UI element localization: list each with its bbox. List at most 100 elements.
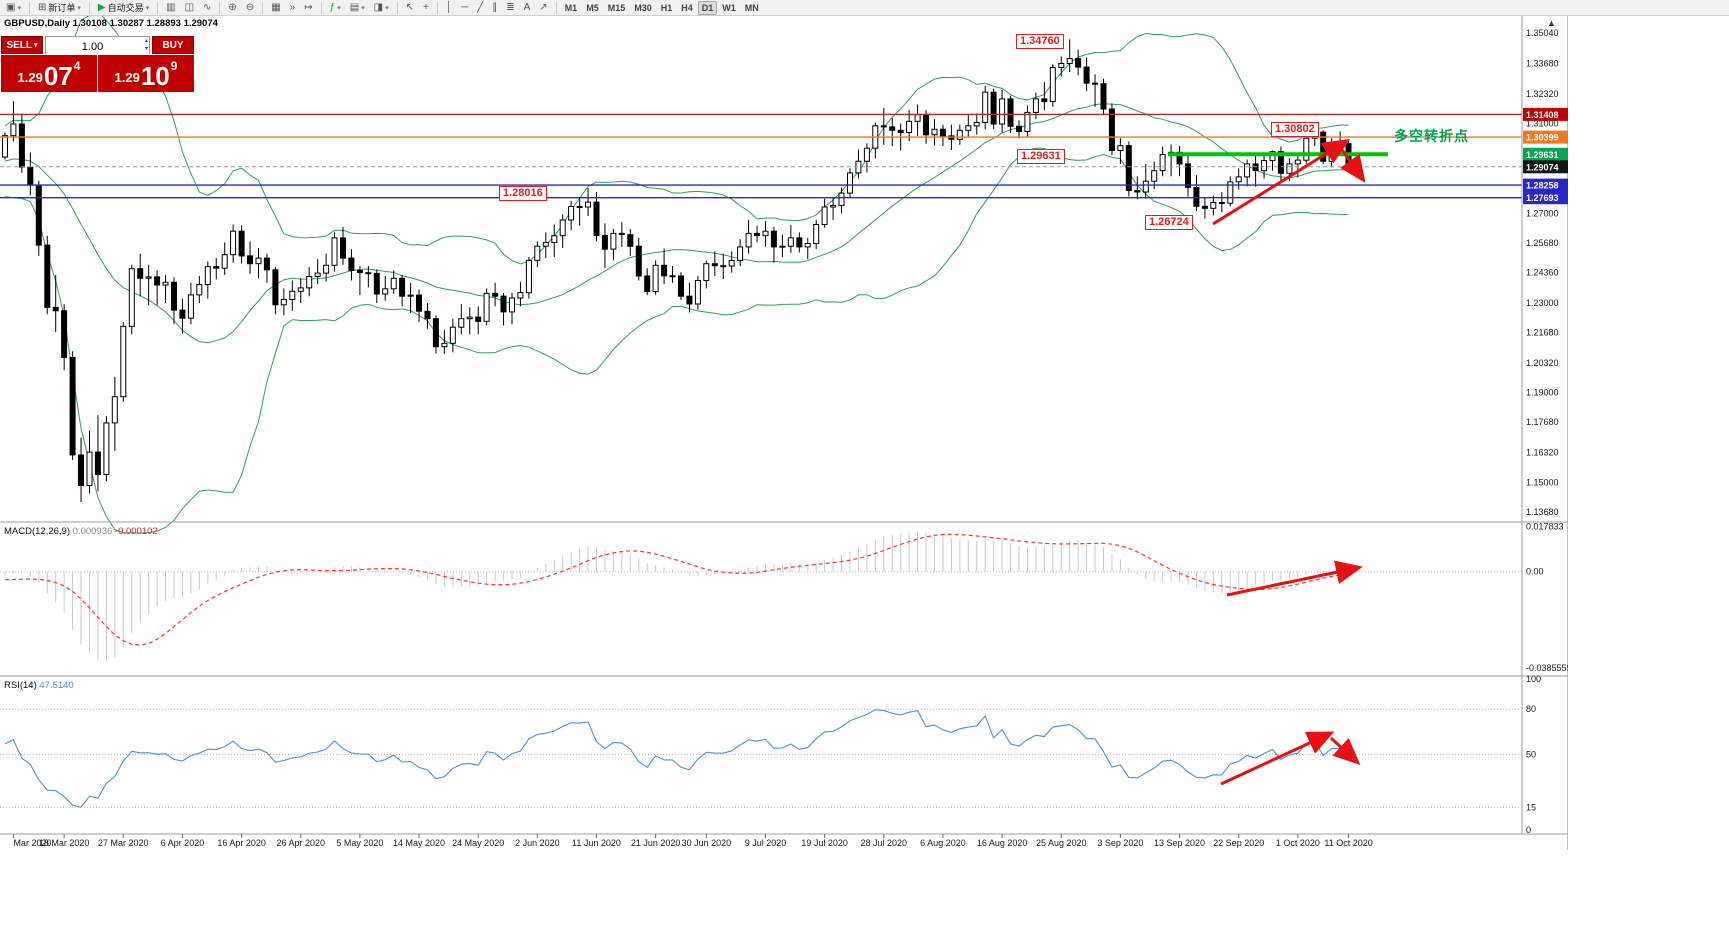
sell-price-button[interactable]: 1.29 07 4	[1, 55, 97, 92]
horizontal-line-button[interactable]: ─	[457, 1, 472, 15]
arrows-tool-button[interactable]: ↗	[535, 1, 551, 15]
tile-windows-icon: ▦	[271, 1, 281, 13]
macd-main-value: 0.000936	[72, 526, 113, 537]
svg-text:1.28258: 1.28258	[1526, 181, 1559, 191]
volume-input[interactable]	[46, 39, 149, 55]
horizontal-lines	[0, 113, 1522, 199]
indicators-icon: ƒ	[329, 1, 336, 13]
tf-h1-label: H1	[660, 2, 673, 13]
periods-icon: ▤	[349, 1, 360, 13]
svg-text:0.017833: 0.017833	[1526, 522, 1564, 532]
svg-text:0: 0	[1526, 825, 1531, 835]
vertical-line-button[interactable]: │	[442, 1, 456, 15]
svg-text:1.29074: 1.29074	[1526, 162, 1559, 172]
svg-text:15: 15	[1526, 802, 1536, 812]
tf-w1-button[interactable]: W1	[718, 1, 740, 15]
svg-text:1.24360: 1.24360	[1526, 268, 1559, 278]
auto-scroll-button[interactable]: »	[286, 1, 300, 15]
svg-text:100: 100	[1526, 674, 1541, 684]
rsi-value: 47.5140	[39, 680, 74, 691]
price-annotation: 1.28016	[499, 186, 547, 201]
buy-price-button[interactable]: 1.29 10 9	[98, 55, 194, 92]
toolbar-separator	[555, 1, 557, 14]
caret-down-icon: ▾	[361, 4, 365, 12]
svg-text:21 Jun 2020: 21 Jun 2020	[631, 838, 681, 848]
crosshair-button[interactable]: +	[419, 1, 433, 15]
svg-text:-0.0385559: -0.0385559	[1526, 663, 1568, 673]
line-chart-button[interactable]: ∿	[199, 1, 215, 15]
tf-h1-button[interactable]: H1	[657, 1, 677, 15]
chart-canvas[interactable]: 1.350401.336801.323201.310001.296401.282…	[0, 16, 1568, 850]
volume-up-icon[interactable]: ▴	[144, 38, 148, 44]
price-axis[interactable]: 1.350401.336801.323201.310001.296401.282…	[1523, 28, 1568, 835]
chart-window[interactable]: 1.350401.336801.323201.310001.296401.282…	[0, 16, 1568, 850]
chart-shift-icon: ↦	[304, 1, 313, 13]
price-annotation: 1.26724	[1145, 215, 1193, 230]
tf-m1-button[interactable]: M1	[561, 1, 582, 15]
bar-chart-button[interactable]: ▥	[162, 1, 179, 15]
tf-m30-button[interactable]: M30	[630, 1, 656, 15]
trendline-icon: ╱	[477, 1, 484, 13]
chart-shift-button[interactable]: ↦	[300, 1, 316, 15]
channel-button[interactable]: ∥	[488, 1, 501, 15]
svg-text:1.29631: 1.29631	[1526, 150, 1559, 160]
text-label-button[interactable]: A	[520, 1, 535, 15]
rsi-panel	[0, 708, 1522, 808]
toolbar: ▣ ▾ ⊞ 新订单 ▾ ▶ 自动交易 ▾ ▥ ◫ ∿ ⊕ ⊖ ▦» ↦ ƒ ▾ ▤ ▾ ◨ ▾ ↖ + │ ─ ╱ ∥ ≣ A ↗ M1 M5…	[0, 0, 1729, 16]
volume-down-icon[interactable]: ▾	[144, 46, 148, 52]
new-chart-button[interactable]: ▣ ▾	[2, 1, 25, 15]
svg-text:1.33680: 1.33680	[1526, 59, 1559, 69]
sell-button[interactable]: SELL ▾	[1, 36, 43, 54]
tile-windows-button[interactable]: ▦	[267, 1, 284, 15]
trend-arrows	[1212, 138, 1366, 786]
toolbar-separator	[157, 1, 159, 14]
cursor-button[interactable]: ↖	[402, 1, 418, 15]
price-annotation: 1.29631	[1017, 149, 1065, 164]
zoom-out-button[interactable]: ⊖	[242, 1, 258, 15]
bid-prefix: 1.29	[17, 70, 43, 85]
new-order-icon: ⊞	[37, 1, 47, 13]
indicators-button[interactable]: ƒ ▾	[326, 1, 345, 15]
buy-button[interactable]: BUY	[152, 36, 194, 54]
zoom-in-button[interactable]: ⊕	[224, 1, 240, 15]
svg-text:27 Mar 2020: 27 Mar 2020	[98, 838, 149, 848]
fibonacci-button[interactable]: ≣	[502, 1, 518, 15]
ask-pipette: 9	[170, 59, 178, 73]
svg-text:6 Apr 2020: 6 Apr 2020	[161, 838, 205, 848]
tf-mn-button[interactable]: MN	[741, 1, 763, 15]
turning-point-note: 多空转折点	[1394, 128, 1469, 144]
svg-text:1.27000: 1.27000	[1526, 208, 1559, 218]
periods-button[interactable]: ▤ ▾	[346, 1, 369, 15]
rsi-name: RSI(14)	[4, 680, 37, 691]
bid-big-digits: 07	[43, 61, 73, 91]
tf-h4-button[interactable]: H4	[677, 1, 697, 15]
tf-d1-button[interactable]: D1	[697, 0, 718, 15]
svg-text:26 Apr 2020: 26 Apr 2020	[276, 838, 325, 848]
scroll-up-icon[interactable]: ▲	[1547, 18, 1556, 28]
macd-panel	[0, 531, 1522, 661]
tf-m5-button[interactable]: M5	[582, 1, 603, 15]
svg-text:1.27693: 1.27693	[1526, 193, 1559, 203]
svg-text:25 Aug 2020: 25 Aug 2020	[1036, 838, 1087, 848]
svg-text:18 Mar 2020: 18 Mar 2020	[39, 838, 90, 848]
svg-text:1.35040: 1.35040	[1526, 28, 1559, 38]
chart-ohlc-title: GBPUSD,Daily 1.30108 1.30287 1.28893 1.2…	[4, 18, 218, 29]
svg-text:16 Aug 2020: 16 Aug 2020	[977, 838, 1028, 848]
crosshair-icon: +	[423, 1, 429, 13]
toolbar-separator	[396, 1, 398, 14]
ask-big-digits: 10	[140, 61, 170, 91]
auto-trading-button[interactable]: ▶ 自动交易 ▾	[94, 1, 153, 15]
channel-icon: ∥	[492, 1, 498, 13]
trendline-button[interactable]: ╱	[473, 1, 487, 15]
svg-text:6 Aug 2020: 6 Aug 2020	[920, 838, 966, 848]
zoom-in-icon: ⊕	[228, 1, 237, 13]
svg-text:1.19000: 1.19000	[1526, 388, 1559, 398]
candlestick-chart-button[interactable]: ◫	[181, 1, 198, 15]
new-order-button[interactable]: ⊞ 新订单 ▾	[34, 1, 85, 15]
templates-button[interactable]: ◨ ▾	[370, 1, 393, 15]
line-chart-icon: ∿	[203, 1, 212, 13]
toolbar-separator	[262, 1, 264, 14]
tf-m15-button[interactable]: M15	[604, 1, 630, 15]
caret-down-icon: ▾	[34, 42, 38, 49]
